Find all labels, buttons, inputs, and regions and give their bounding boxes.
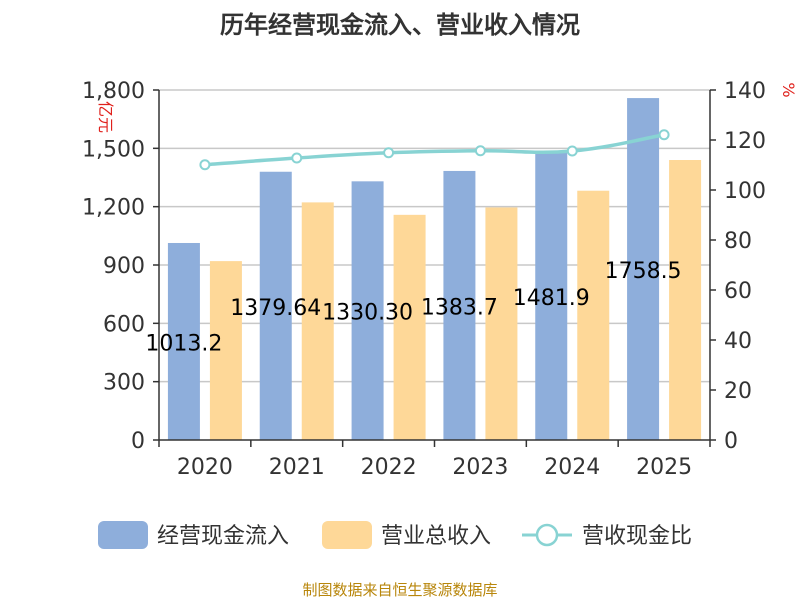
legend-swatch-revenue <box>322 521 372 549</box>
x-tick-label: 2021 <box>269 455 325 480</box>
line-series <box>199 129 670 171</box>
y-left-tick-label: 0 <box>131 429 145 454</box>
bar-cash-inflow <box>535 151 568 440</box>
bar-revenue <box>393 214 426 440</box>
line-ratio-point <box>658 129 670 141</box>
y-left-axis: 0 300 600 900 1,200 1,500 1,800 <box>82 79 159 454</box>
y-right-axis: 0 20 40 60 80 100 120 140 <box>710 79 766 454</box>
bar-data-label: 1013.2 <box>145 331 222 356</box>
bar-revenue <box>209 261 242 440</box>
bar-cash-inflow <box>167 242 200 440</box>
grid-lines <box>159 89 710 383</box>
y-left-unit-label: 亿元 <box>96 101 115 133</box>
bar-data-label: 1383.7 <box>421 295 498 320</box>
line-ratio-point <box>566 145 578 157</box>
bar-cash-inflow <box>351 181 384 440</box>
x-axis: 2020 2021 2022 2023 2024 2025 <box>158 440 711 480</box>
line-ratio-path <box>204 133 665 167</box>
bar-cash-inflow <box>259 171 292 440</box>
y-right-tick-label: 100 <box>724 179 766 204</box>
bar-data-label: 1330.30 <box>322 301 413 326</box>
bar-data-label: 1481.9 <box>513 286 590 311</box>
bar-data-label: 1758.5 <box>605 259 682 284</box>
legend-label-ratio: 营收现金比 <box>582 524 692 549</box>
legend-swatch-cash-inflow <box>98 521 148 549</box>
y-left-tick-label: 1,800 <box>82 79 145 104</box>
x-tick-label: 2024 <box>544 455 600 480</box>
chart-title: 历年经营现金流入、营业收入情况 <box>220 11 580 39</box>
line-ratio-point <box>199 159 211 171</box>
y-right-tick-label: 120 <box>724 129 766 154</box>
y-right-tick-label: 40 <box>724 329 752 354</box>
y-right-tick-label: 140 <box>724 79 766 104</box>
bar-revenue <box>669 160 702 440</box>
x-tick-label: 2023 <box>452 455 508 480</box>
bar-data-label: 1379.64 <box>230 296 321 321</box>
y-right-tick-label: 60 <box>724 279 752 304</box>
legend-label-cash-inflow: 经营现金流入 <box>157 524 289 549</box>
y-left-tick-label: 1,200 <box>82 196 145 221</box>
y-left-tick-label: 300 <box>103 371 145 396</box>
legend-swatch-ratio-marker <box>535 523 559 547</box>
y-right-tick-label: 20 <box>724 379 752 404</box>
y-left-tick-label: 600 <box>103 312 145 337</box>
y-left-tick-label: 900 <box>103 254 145 279</box>
bar-series <box>167 98 702 441</box>
x-tick-label: 2022 <box>361 455 417 480</box>
line-ratio-point <box>474 145 486 157</box>
y-right-unit-label: % <box>779 82 798 97</box>
source-note: 制图数据来自恒生聚源数据库 <box>302 581 497 599</box>
x-tick-label: 2025 <box>636 455 692 480</box>
line-ratio-point <box>291 152 303 164</box>
bar-cash-inflow <box>627 98 660 440</box>
line-ratio-point <box>383 147 395 159</box>
bar-data-labels: 1013.2 1379.64 1330.30 1383.7 1481.9 1758.5 <box>145 259 681 356</box>
y-right-tick-label: 80 <box>724 229 752 254</box>
y-left-tick-label: 1,500 <box>82 137 145 162</box>
bar-cash-inflow <box>443 170 476 441</box>
bar-revenue <box>301 202 334 440</box>
legend-label-revenue: 营业总收入 <box>381 524 491 549</box>
y-right-tick-label: 0 <box>724 429 738 454</box>
x-tick-label: 2020 <box>177 455 233 480</box>
bar-revenue <box>577 190 610 440</box>
bar-revenue <box>485 207 518 440</box>
legend: 经营现金流入 营业总收入 营收现金比 <box>98 521 692 549</box>
